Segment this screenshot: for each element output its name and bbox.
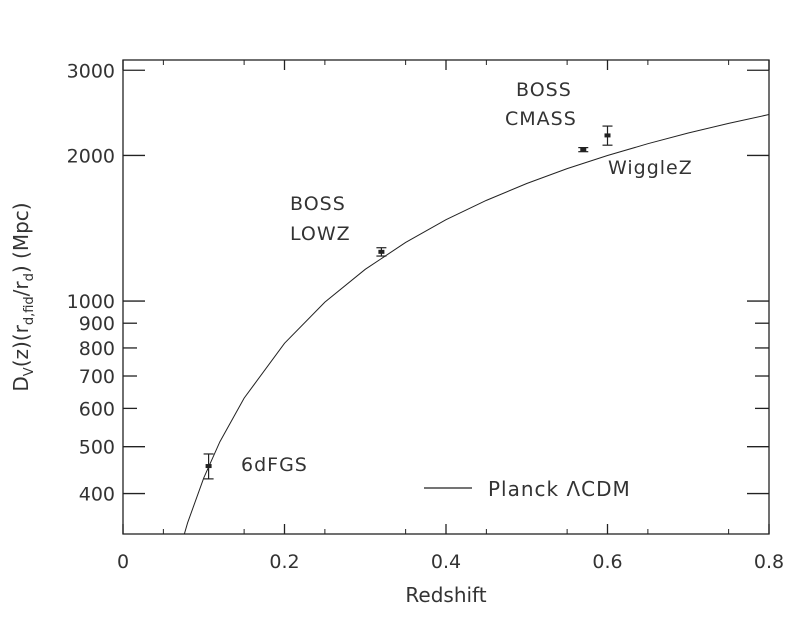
y-title-sub-v: V — [22, 367, 37, 376]
x-tick-label: 0.8 — [754, 551, 784, 573]
point-labels: 6dFGS BOSS LOWZ BOSS CMASS WiggleZ — [241, 79, 693, 476]
x-tick-label: 0.2 — [269, 551, 299, 573]
y-title-sub-d: d — [22, 273, 37, 281]
point-marker — [378, 249, 385, 254]
point-marker — [580, 147, 587, 152]
label-boss-cmass-line1: BOSS — [516, 79, 572, 101]
x-tick-label: 0.4 — [431, 551, 461, 573]
data-points — [203, 125, 613, 480]
data-point-2 — [578, 147, 589, 153]
legend: Planck ΛCDM — [424, 477, 631, 501]
legend-label: Planck ΛCDM — [488, 477, 631, 501]
plot-frame — [122, 59, 770, 535]
y-title-z: (z)(r — [9, 324, 33, 367]
label-6dfgs: 6dFGS — [241, 454, 308, 476]
y-tick-label: 900 — [79, 313, 115, 335]
y-tick-label: 700 — [79, 366, 115, 388]
y-tick-label: 500 — [79, 437, 115, 459]
data-point-3 — [602, 125, 613, 146]
data-point-1 — [376, 247, 387, 257]
point-marker — [205, 464, 212, 469]
data-point-0 — [203, 453, 214, 480]
y-tick-label: 400 — [79, 484, 115, 506]
y-title-sub-dfid: d,fid — [22, 296, 37, 325]
y-tick-label: 800 — [79, 338, 115, 360]
x-axis-title: Redshift — [405, 583, 486, 607]
model-curve-planck-lcdm — [183, 114, 769, 534]
y-title-d: D — [9, 376, 33, 391]
y-title-slash: /r — [9, 281, 33, 297]
model-curve-layer — [183, 114, 769, 534]
x-tick-label: 0.6 — [592, 551, 622, 573]
y-tick-label: 600 — [79, 398, 115, 420]
y-title-unit: ) (Mpc) — [9, 202, 33, 273]
label-boss-cmass-line2: CMASS — [505, 108, 577, 130]
y-tick-label: 1000 — [67, 291, 115, 313]
x-tick-label: 0 — [117, 551, 129, 573]
y-axis-title: DV(z)(rd,fid/rd) (Mpc) — [9, 202, 37, 391]
label-boss-lowz-line1: BOSS — [290, 193, 346, 215]
point-marker — [604, 133, 611, 138]
y-tick-label: 3000 — [67, 60, 115, 82]
label-wigglez: WiggleZ — [608, 157, 693, 179]
y-tick-label: 2000 — [67, 145, 115, 167]
label-boss-lowz-line2: LOWZ — [290, 223, 351, 245]
